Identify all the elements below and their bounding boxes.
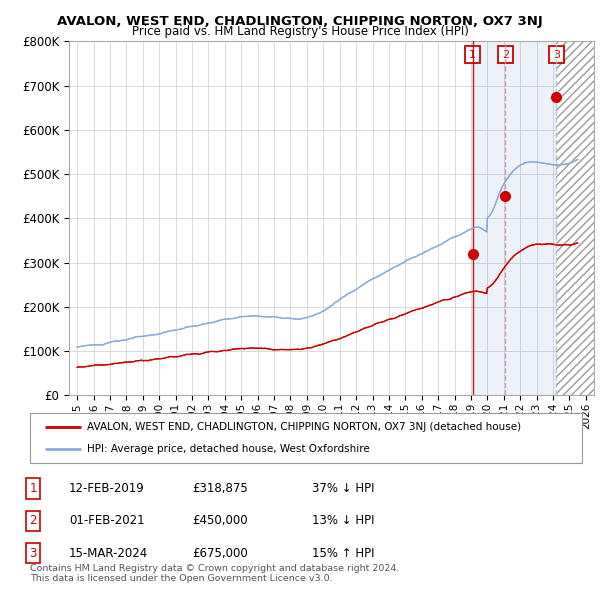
Text: AVALON, WEST END, CHADLINGTON, CHIPPING NORTON, OX7 3NJ (detached house): AVALON, WEST END, CHADLINGTON, CHIPPING … xyxy=(87,422,521,432)
Text: 37% ↓ HPI: 37% ↓ HPI xyxy=(312,482,374,495)
Text: 3: 3 xyxy=(553,50,560,60)
Text: 2: 2 xyxy=(29,514,37,527)
Text: 1: 1 xyxy=(469,50,476,60)
Text: 13% ↓ HPI: 13% ↓ HPI xyxy=(312,514,374,527)
Text: 3: 3 xyxy=(29,547,37,560)
Text: £675,000: £675,000 xyxy=(192,547,248,560)
Text: 2: 2 xyxy=(502,50,509,60)
Text: Contains HM Land Registry data © Crown copyright and database right 2024.: Contains HM Land Registry data © Crown c… xyxy=(30,565,400,573)
Text: This data is licensed under the Open Government Licence v3.0.: This data is licensed under the Open Gov… xyxy=(30,574,332,583)
Text: Price paid vs. HM Land Registry's House Price Index (HPI): Price paid vs. HM Land Registry's House … xyxy=(131,25,469,38)
Text: £450,000: £450,000 xyxy=(192,514,248,527)
Text: 01-FEB-2021: 01-FEB-2021 xyxy=(69,514,145,527)
Text: 12-FEB-2019: 12-FEB-2019 xyxy=(69,482,145,495)
Bar xyxy=(556,41,594,395)
Bar xyxy=(556,41,594,395)
Text: AVALON, WEST END, CHADLINGTON, CHIPPING NORTON, OX7 3NJ: AVALON, WEST END, CHADLINGTON, CHIPPING … xyxy=(57,15,543,28)
Text: 1: 1 xyxy=(29,482,37,495)
Text: HPI: Average price, detached house, West Oxfordshire: HPI: Average price, detached house, West… xyxy=(87,444,370,454)
Text: £318,875: £318,875 xyxy=(192,482,248,495)
Bar xyxy=(473,41,556,395)
Text: 15-MAR-2024: 15-MAR-2024 xyxy=(69,547,148,560)
Text: 15% ↑ HPI: 15% ↑ HPI xyxy=(312,547,374,560)
